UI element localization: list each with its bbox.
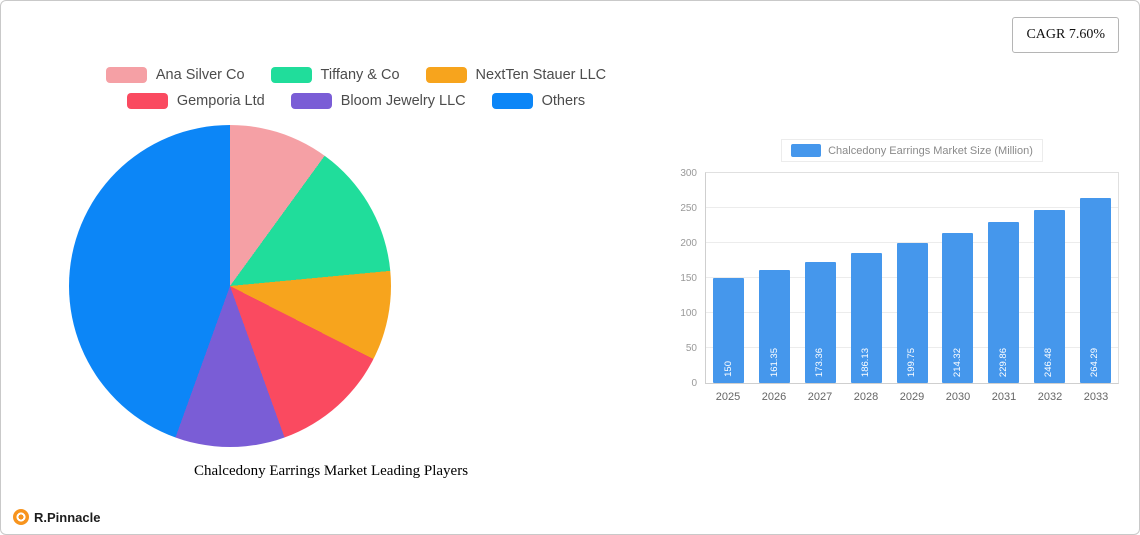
bar-slot: 161.35 — [752, 173, 798, 383]
bar-value-label: 150 — [722, 361, 734, 377]
bar-value-label: 229.86 — [997, 347, 1009, 377]
gridline — [706, 242, 1118, 243]
pie-legend-swatch — [270, 67, 312, 83]
bar: 150 — [713, 278, 745, 383]
bar-slot: 186.13 — [843, 173, 889, 383]
x-axis: 2025 2026 2027 2028 2029 2030 2031 2032 2033 — [705, 391, 1119, 403]
pie-legend-item: Bloom Jewelry LLC — [290, 93, 466, 109]
bar: 161.35 — [759, 270, 791, 383]
bar-plot: 150 161.35 173.36 186.13 199.75 214.32 229.86 2… — [705, 172, 1119, 384]
x-tick-label: 2030 — [945, 391, 971, 403]
y-tick-label: 50 — [685, 343, 697, 354]
y-tick-label: 250 — [680, 203, 697, 214]
pie-legend-item: Tiffany & Co — [270, 67, 400, 83]
bar: 199.75 — [896, 243, 928, 383]
x-tick-label: 2026 — [761, 391, 787, 403]
pie-legend-swatch — [126, 93, 168, 109]
y-tick-label: 150 — [680, 273, 697, 284]
bar-value-label: 161.35 — [768, 347, 780, 377]
bar-value-label: 246.48 — [1043, 347, 1055, 377]
pie-legend-item: Ana Silver Co — [105, 67, 245, 83]
bar-value-label: 264.29 — [1089, 347, 1101, 377]
bar: 264.29 — [1079, 198, 1111, 383]
bar-chart-section: Chalcedony Earrings Market Size (Million… — [669, 139, 1119, 480]
bar-legend: Chalcedony Earrings Market Size (Million… — [705, 139, 1119, 162]
bar-slot: 199.75 — [889, 173, 935, 383]
y-tick-label: 100 — [680, 308, 697, 319]
bar-plot-row: 0 50 100 150 200 250 300 150 161.35 173.36 186.13… — [669, 168, 1119, 389]
charts-area: Ana Silver Co Tiffany & Co NextTen Stauer … — [1, 1, 1139, 480]
brand-name: R.Pinnacle — [34, 509, 101, 525]
cagr-badge: CAGR 7.60% — [1012, 17, 1119, 53]
pie-chart-title: Chalcedony Earrings Market Leading Playe… — [193, 463, 469, 479]
pie-legend-label: Bloom Jewelry LLC — [340, 93, 466, 109]
bar-legend-swatch — [791, 144, 822, 157]
x-tick-label: 2025 — [715, 391, 741, 403]
pie-chart — [69, 125, 391, 447]
bar-value-label: 173.36 — [814, 347, 826, 377]
pie-legend-swatch — [290, 93, 332, 109]
x-tick-label: 2027 — [807, 391, 833, 403]
bar-legend-label: Chalcedony Earrings Market Size (Million… — [828, 144, 1033, 157]
bar-slot: 264.29 — [1072, 173, 1118, 383]
pie-legend-item: NextTen Stauer LLC — [425, 67, 607, 83]
x-tick-label: 2032 — [1037, 391, 1063, 403]
gridline — [706, 207, 1118, 208]
y-tick-label: 300 — [680, 168, 697, 179]
y-tick-label: 0 — [691, 378, 697, 389]
pie-legend-label: Others — [541, 93, 586, 109]
pie-legend-item: Gemporia Ltd — [126, 93, 265, 109]
pie-chart-section: Ana Silver Co Tiffany & Co NextTen Stauer … — [31, 67, 669, 480]
pie-legend-item: Others — [491, 93, 586, 109]
brand-logo-icon — [13, 509, 29, 525]
pie-legend-label: Tiffany & Co — [320, 67, 400, 83]
pie-legend-swatch — [491, 93, 533, 109]
y-axis: 0 50 100 150 200 250 300 — [669, 168, 705, 389]
bar-value-label: 214.32 — [951, 347, 963, 377]
pie-legend-label: Gemporia Ltd — [176, 93, 265, 109]
bar-slot: 150 — [706, 173, 752, 383]
bar-legend-box: Chalcedony Earrings Market Size (Million… — [781, 139, 1043, 162]
brand-logo: R.Pinnacle — [13, 509, 100, 525]
x-tick-label: 2028 — [853, 391, 879, 403]
pie-legend-label: NextTen Stauer LLC — [475, 67, 607, 83]
pie-legend: Ana Silver Co Tiffany & Co NextTen Stauer … — [71, 67, 641, 109]
bar: 173.36 — [804, 261, 836, 383]
x-tick-label: 2033 — [1083, 391, 1109, 403]
pie-legend-swatch — [425, 67, 467, 83]
bar-slot: 229.86 — [981, 173, 1027, 383]
pie-legend-label: Ana Silver Co — [155, 67, 245, 83]
pie-legend-swatch — [105, 67, 147, 83]
x-tick-label: 2029 — [899, 391, 925, 403]
bar-slot: 246.48 — [1026, 173, 1072, 383]
y-tick-label: 200 — [680, 238, 697, 249]
bar-value-label: 199.75 — [906, 347, 918, 377]
bar: 246.48 — [1033, 210, 1065, 383]
bar: 186.13 — [850, 252, 882, 383]
bar-slot: 173.36 — [798, 173, 844, 383]
bar-slot: 214.32 — [935, 173, 981, 383]
bar: 229.86 — [988, 222, 1020, 383]
x-tick-label: 2031 — [991, 391, 1017, 403]
bar: 214.32 — [942, 232, 974, 383]
bar-value-label: 186.13 — [860, 347, 872, 377]
